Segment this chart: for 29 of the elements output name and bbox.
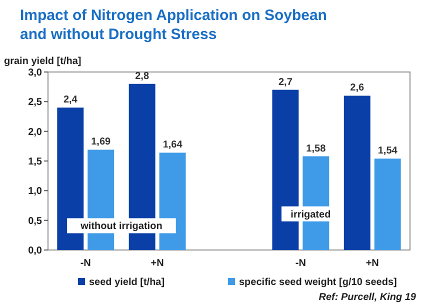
y-tick-label: 0,5 bbox=[28, 216, 42, 227]
y-tick-label: 0,0 bbox=[28, 246, 42, 256]
y-tick-label: 2,5 bbox=[28, 97, 42, 108]
bar bbox=[344, 96, 370, 250]
data-label: 1,54 bbox=[378, 146, 398, 157]
data-label: 1,69 bbox=[91, 136, 112, 148]
data-label: 2,8 bbox=[135, 70, 150, 82]
y-tick-label: 3,0 bbox=[28, 68, 42, 78]
x-tick-label: +N bbox=[366, 258, 379, 269]
y-tick-label: 1,5 bbox=[28, 156, 42, 168]
bar bbox=[374, 158, 401, 250]
y-tick-label: 2,0 bbox=[28, 126, 42, 138]
annotation: without irrigation bbox=[80, 221, 162, 232]
x-tick-label: -N bbox=[80, 258, 91, 269]
x-tick-label: -N bbox=[295, 258, 306, 269]
chart-title: Impact of Nitrogen Application on Soybean bbox=[20, 7, 327, 24]
text: Ref: Purcell, King 19 bbox=[318, 292, 416, 303]
annotation: irrigated bbox=[290, 209, 331, 220]
data-label: 2,4 bbox=[63, 94, 78, 106]
y-axis-title: grain yield [t/ha] bbox=[4, 56, 82, 67]
legend-label: seed yield [t/ha] bbox=[89, 277, 165, 288]
legend-label: specific seed weight [g/10 seeds] bbox=[239, 277, 397, 288]
chart-subtitle: and without Drought Stress bbox=[20, 26, 217, 43]
data-label: 2,7 bbox=[278, 76, 293, 88]
data-label: 2,6 bbox=[350, 82, 365, 94]
y-tick-label: 1,0 bbox=[28, 186, 42, 198]
data-label: 1,64 bbox=[162, 140, 183, 151]
data-label: 1,58 bbox=[306, 143, 326, 154]
x-tick-label: +N bbox=[150, 258, 164, 269]
